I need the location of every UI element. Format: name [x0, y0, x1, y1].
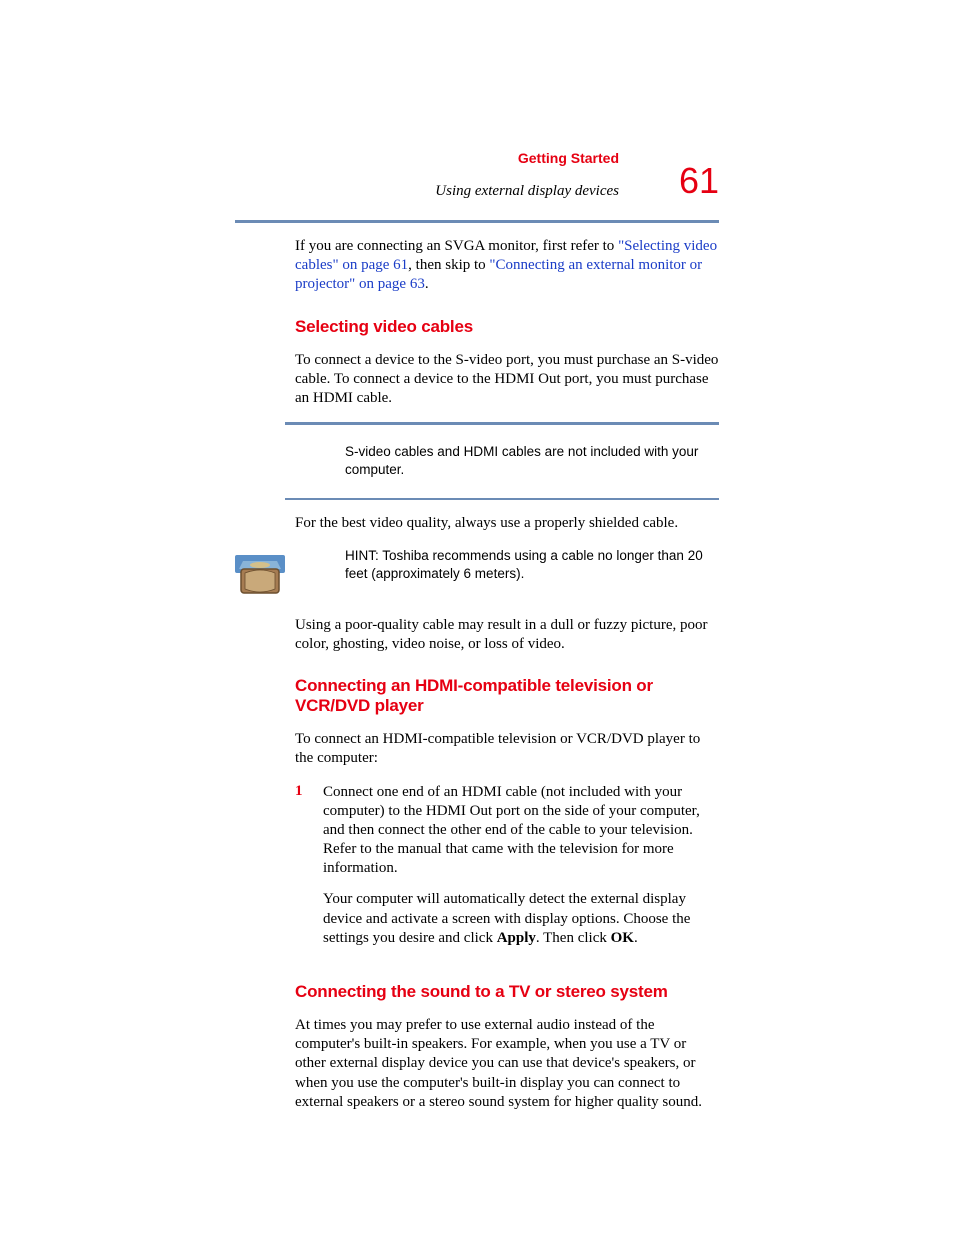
heading-connecting-hdmi: Connecting an HDMI-compatible television…	[295, 676, 719, 716]
sec2-p1: To connect an HDMI-compatible television…	[295, 730, 719, 768]
step-1-number: 1	[295, 783, 323, 961]
apply-label: Apply	[497, 930, 536, 946]
intro-text-3: .	[425, 276, 429, 292]
document-page: Getting Started Using external display d…	[0, 0, 954, 1226]
step-1-text-b: Your computer will automatically detect …	[323, 890, 719, 948]
note-svideo-hdmi: S-video cables and HDMI cables are not i…	[345, 435, 719, 487]
note-rule-top	[285, 422, 719, 425]
sec3-p1: At times you may prefer to use external …	[295, 1016, 719, 1112]
step-1: 1 Connect one end of an HDMI cable (not …	[295, 783, 719, 961]
step-1-text-a: Connect one end of an HDMI cable (not in…	[323, 783, 719, 879]
hint-text: HINT: Toshiba recommends using a cable n…	[345, 547, 719, 583]
page-number: 61	[679, 160, 719, 202]
sec1-p3: Using a poor-quality cable may result in…	[295, 616, 719, 654]
intro-text-1: If you are connecting an SVGA monitor, f…	[295, 238, 618, 254]
hint-icon	[235, 547, 285, 602]
header-rule	[235, 220, 719, 223]
step1-b-3: .	[634, 930, 638, 946]
ok-label: OK	[611, 930, 634, 946]
chapter-title: Getting Started	[518, 150, 619, 166]
sec1-p1: To connect a device to the S-video port,…	[295, 351, 719, 409]
hint-block: HINT: Toshiba recommends using a cable n…	[235, 547, 719, 602]
heading-connecting-sound: Connecting the sound to a TV or stereo s…	[295, 982, 719, 1002]
step1-b-2: . Then click	[536, 930, 611, 946]
intro-text-2: , then skip to	[408, 257, 489, 273]
sec1-p2: For the best video quality, always use a…	[295, 514, 719, 533]
note-rule-bottom	[285, 498, 719, 500]
page-header: Getting Started Using external display d…	[235, 170, 719, 220]
intro-paragraph: If you are connecting an SVGA monitor, f…	[295, 237, 719, 295]
section-subtitle: Using external display devices	[435, 183, 619, 200]
heading-selecting-video-cables: Selecting video cables	[295, 317, 719, 337]
